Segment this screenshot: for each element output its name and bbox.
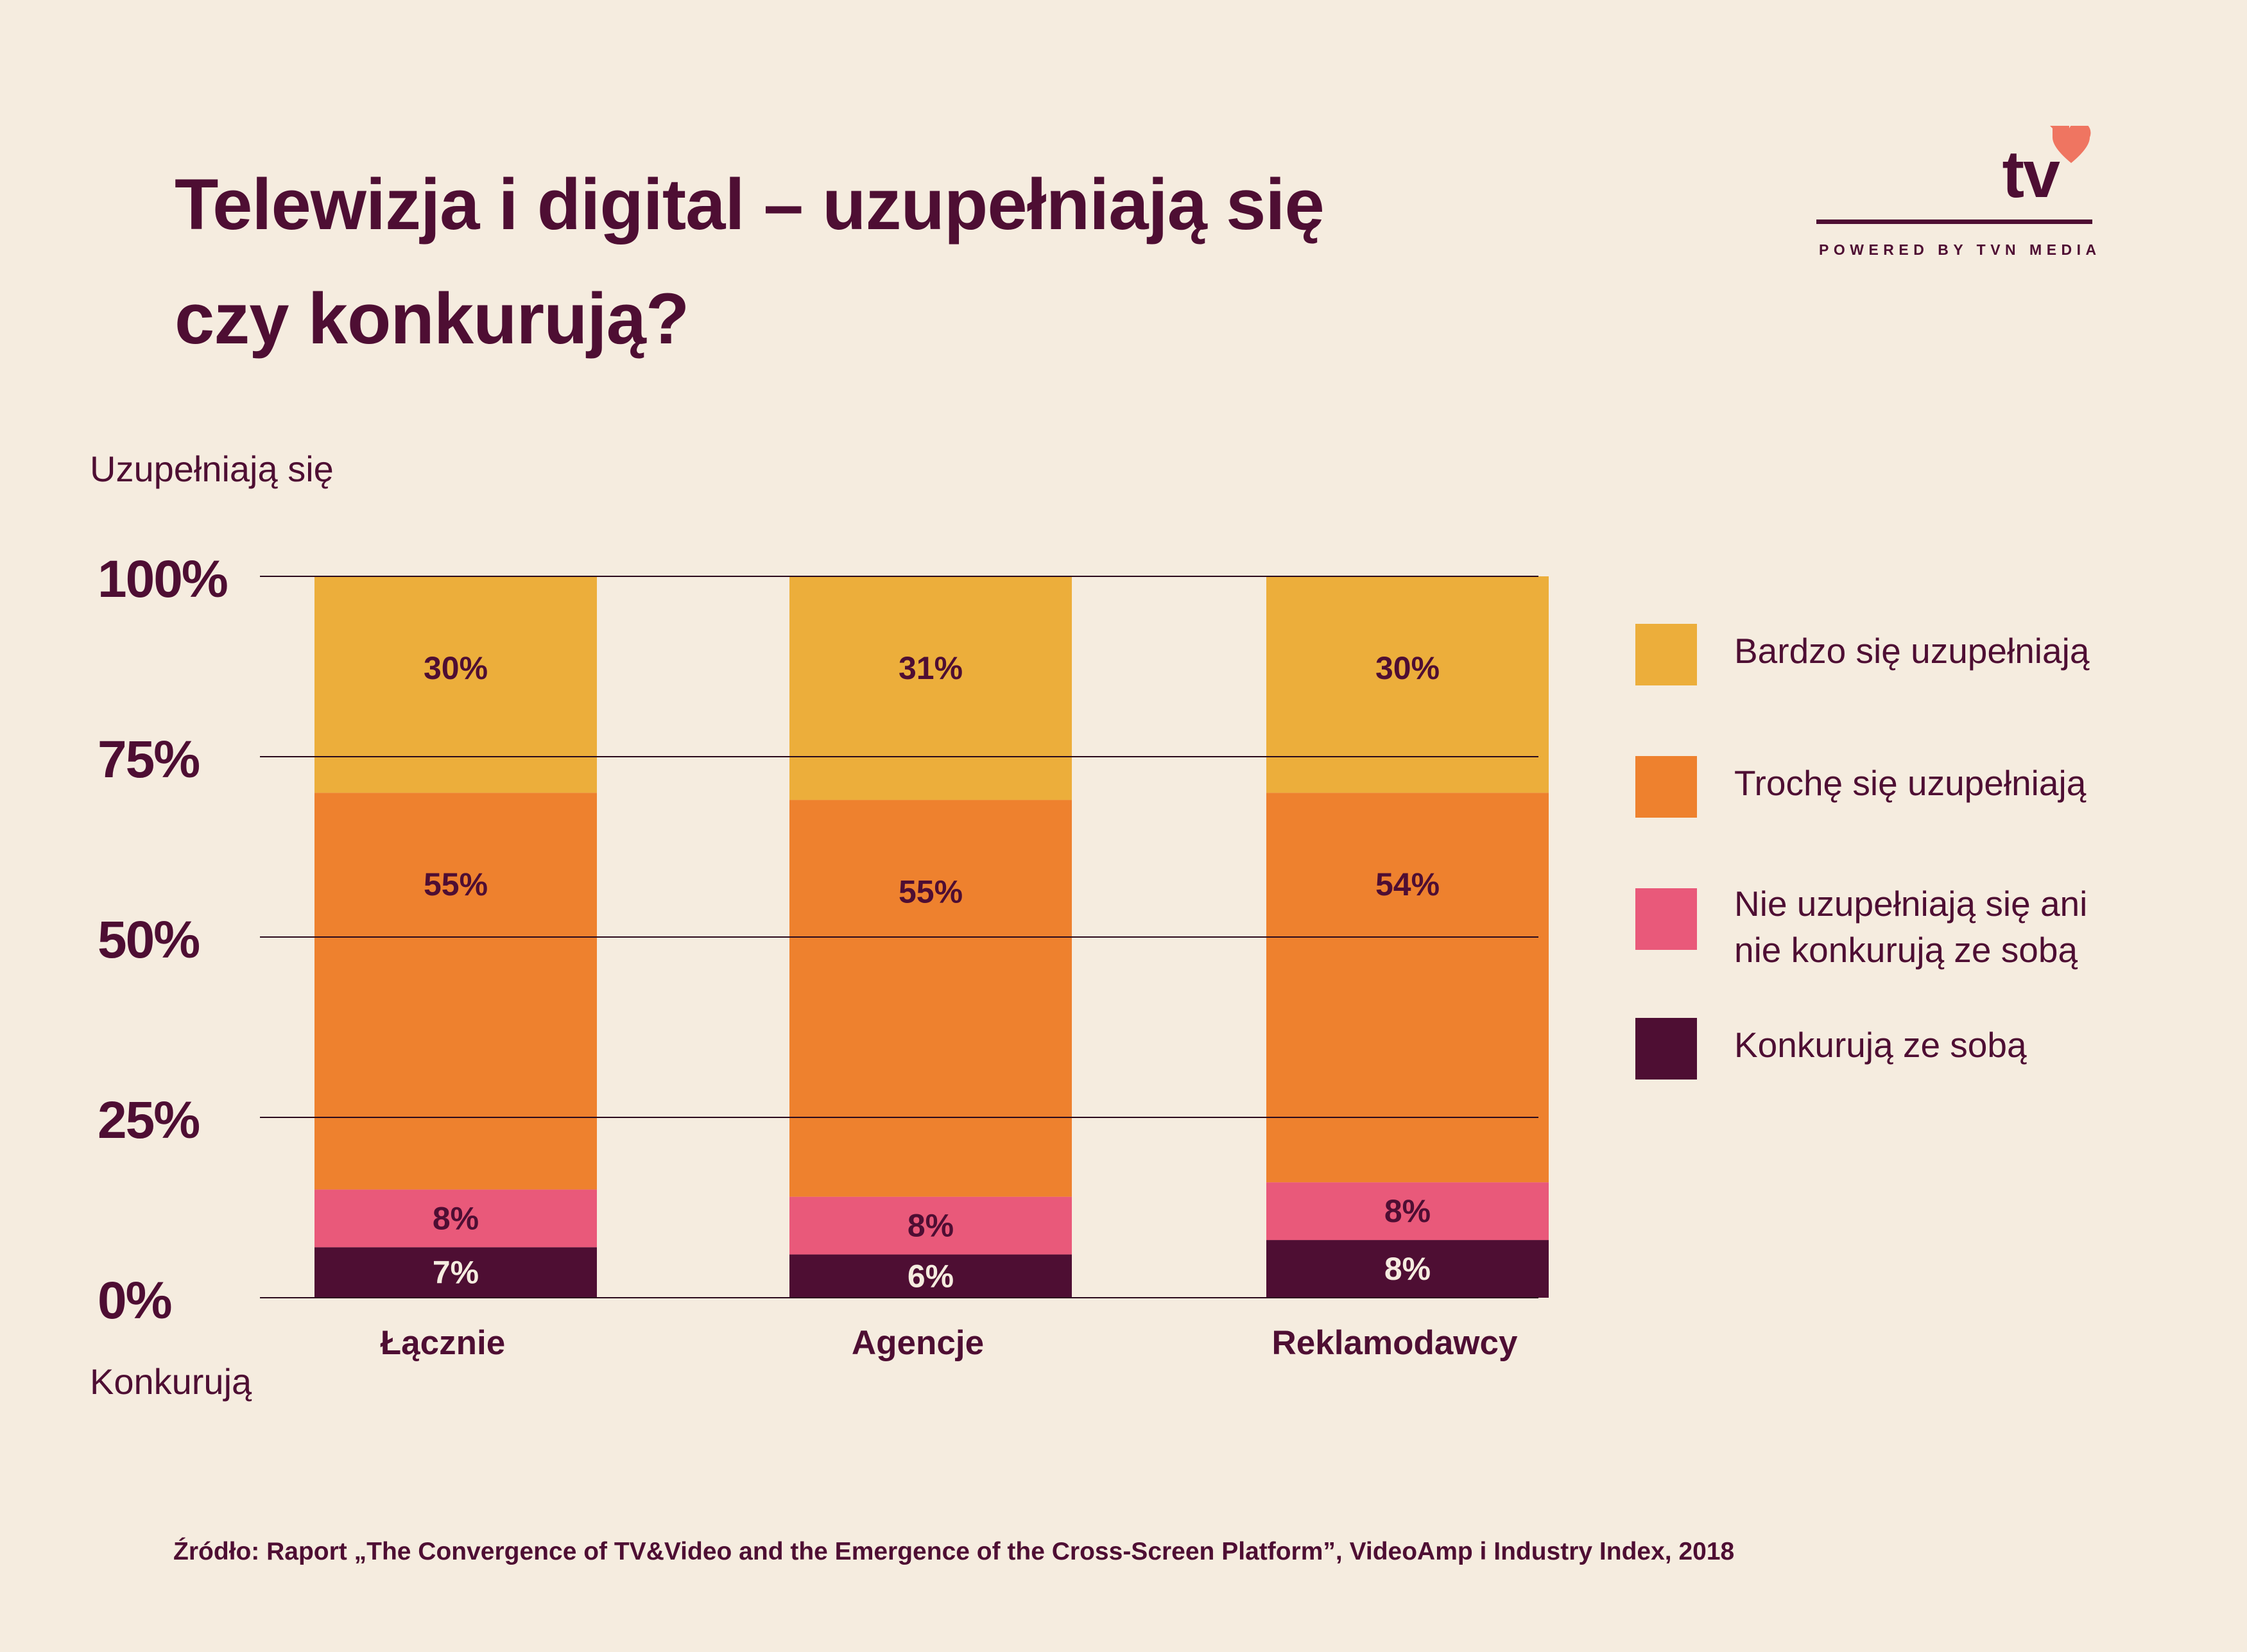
bar-segment <box>1266 793 1549 1183</box>
x-category-label: Agencje <box>852 1324 984 1362</box>
data-label: 6% <box>908 1258 954 1294</box>
chart-title: Telewizja i digital – uzupełniają się cz… <box>175 148 1587 376</box>
y-tick-label: 0% <box>98 1271 171 1330</box>
data-label: 8% <box>433 1200 479 1236</box>
legend-label-line: Nie uzupełniają się ani <box>1734 884 2088 924</box>
y-tick-label: 100% <box>98 550 227 608</box>
chart-title-line-1: Telewizja i digital – uzupełniają się <box>175 164 1325 245</box>
axis-top-label: Uzupełniają się <box>90 449 334 489</box>
data-label: 55% <box>899 873 963 909</box>
legend-label-line: Bardzo się uzupełniają <box>1734 631 2090 671</box>
legend-swatch <box>1635 624 1697 685</box>
bar-segment <box>1266 1240 1549 1298</box>
heart-icon <box>2050 126 2091 163</box>
data-label: 30% <box>424 650 488 686</box>
bar-segment <box>314 793 597 1190</box>
bar-segment <box>1266 1182 1549 1241</box>
tvn-logo: tv POWERED BY TVN MEDIA <box>1816 122 2096 270</box>
data-label: 8% <box>1384 1251 1431 1287</box>
x-category-label: Łącznie <box>381 1324 505 1362</box>
y-tick-label: 75% <box>98 730 199 789</box>
bar-segment <box>314 1189 597 1248</box>
data-label: 8% <box>1384 1193 1431 1229</box>
data-label: 30% <box>1375 650 1440 686</box>
legend-swatch <box>1635 888 1697 950</box>
legend-label: Trochę się uzupełniają <box>1734 760 2158 806</box>
bar-segment <box>314 1247 597 1298</box>
legend-swatch <box>1635 756 1697 818</box>
legend-label: Bardzo się uzupełniają <box>1734 628 2158 674</box>
y-tick-label: 25% <box>98 1091 199 1149</box>
legend-swatch <box>1635 1018 1697 1080</box>
source-note: Źródło: Raport „The Convergence of TV&Vi… <box>173 1538 1735 1565</box>
data-label: 55% <box>424 866 488 902</box>
x-category-label: Reklamodawcy <box>1272 1324 1518 1362</box>
legend-label-line: nie konkurują ze sobą <box>1734 930 2078 970</box>
bar-segment <box>789 800 1072 1197</box>
legend-label: Konkurują ze sobą <box>1734 1022 2158 1068</box>
bar-segment <box>789 1196 1072 1255</box>
logo-divider <box>1816 219 2092 224</box>
data-label: 8% <box>908 1208 954 1244</box>
chart-title-line-2: czy konkurują? <box>175 279 689 359</box>
data-label: 31% <box>899 650 963 686</box>
legend-label-line: Trochę się uzupełniają <box>1734 763 2087 803</box>
data-label: 7% <box>433 1255 479 1291</box>
logo-tagline: POWERED BY TVN MEDIA <box>1819 241 2101 258</box>
legend-label: Nie uzupełniają się ani nie konkurują ze … <box>1734 881 2158 973</box>
bar-segment <box>789 576 1072 800</box>
legend-label-line: Konkurują ze sobą <box>1734 1025 2027 1065</box>
axis-bottom-label: Konkurują <box>90 1361 252 1402</box>
bar-segment <box>789 1254 1072 1298</box>
data-label: 54% <box>1375 866 1440 902</box>
y-tick-label: 50% <box>98 911 199 969</box>
logo-mark: tv <box>2002 137 2060 212</box>
